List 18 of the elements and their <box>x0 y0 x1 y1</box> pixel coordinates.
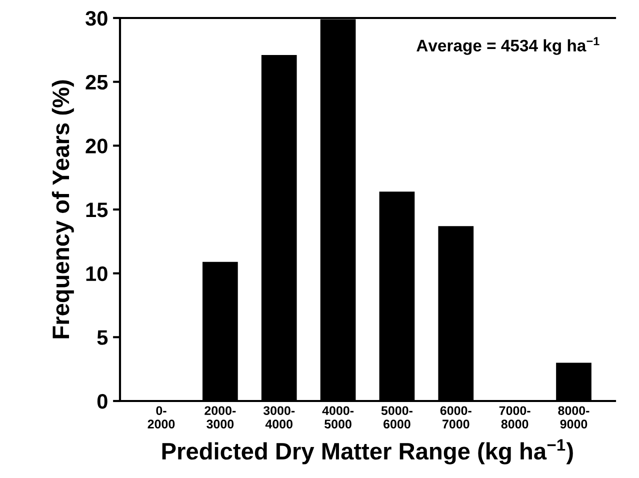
annotation: Average = 4534 kg ha$^{−1}$ <box>416 37 600 55</box>
x-axis-title: Predicted Dry Matter Range (kg ha$^{−1}$) <box>162 439 573 464</box>
x-tick-label: 5000- 6000 <box>381 406 412 429</box>
x-tick-label: 6000- 7000 <box>440 406 472 429</box>
y-tick-label: 10 <box>86 266 108 282</box>
y-tick-label: 15 <box>86 202 108 218</box>
y-tick-label: 20 <box>86 138 108 154</box>
x-tick-label: 0- 2000 <box>148 406 175 429</box>
x-tick-label: 2000- 3000 <box>204 406 236 429</box>
y-tick-label: 0 <box>97 394 108 409</box>
x-tick-label: 7000- 8000 <box>499 406 530 429</box>
x-tick-label: 4000- 5000 <box>322 406 354 429</box>
y-axis-title: Frequency of Years (%) <box>52 80 74 338</box>
x-tick-label: 3000- 4000 <box>263 406 295 429</box>
y-tick-label: 5 <box>97 330 108 345</box>
y-tick-label: 30 <box>86 11 108 26</box>
y-tick-label: 25 <box>86 74 108 90</box>
x-tick-label: 8000- 9000 <box>558 406 590 429</box>
